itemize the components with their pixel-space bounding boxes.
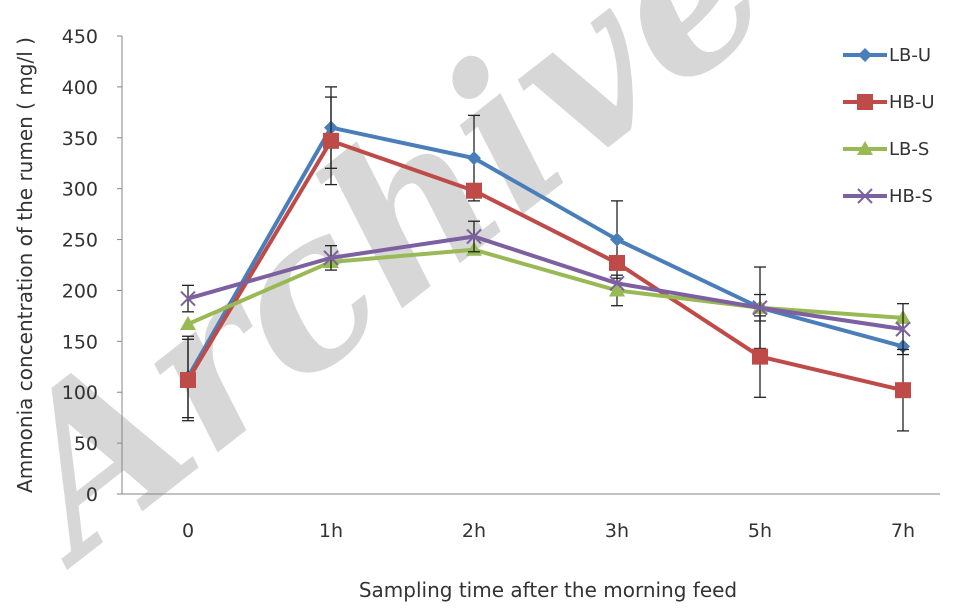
legend-item-lb-s: LB-S xyxy=(843,139,929,160)
legend: LB-U HB-U LB-S HB-S xyxy=(843,45,935,207)
data-point xyxy=(895,382,911,398)
y-tick-label: 100 xyxy=(62,382,98,404)
legend-marker xyxy=(858,48,872,62)
x-tick-label: 3h xyxy=(605,520,629,542)
y-tick-label: 250 xyxy=(62,230,98,252)
y-tick-label: 0 xyxy=(86,484,98,506)
data-point xyxy=(752,349,768,365)
data-point xyxy=(323,133,339,149)
x-tick-label: 0 xyxy=(182,520,194,542)
y-tick-label: 50 xyxy=(74,433,98,455)
data-point xyxy=(466,183,482,199)
legend-item-hb-u: HB-U xyxy=(843,92,935,113)
y-tick-label: 400 xyxy=(62,77,98,99)
x-tick-label: 2h xyxy=(462,520,486,542)
y-axis-title: Ammonia concentration of the rumen ( mg/… xyxy=(13,37,37,493)
data-point xyxy=(609,255,625,271)
legend-item-lb-u: LB-U xyxy=(843,45,931,66)
legend-marker xyxy=(857,94,873,110)
legend-label: HB-U xyxy=(889,92,935,113)
legend-label: LB-U xyxy=(889,45,931,66)
legend-label: LB-S xyxy=(889,139,929,160)
y-tick-label: 300 xyxy=(62,179,98,201)
legend-item-hb-s: HB-S xyxy=(843,186,933,207)
x-tick-label: 1h xyxy=(319,520,343,542)
y-tick-label: 350 xyxy=(62,128,98,150)
x-tick-label: 5h xyxy=(748,520,772,542)
legend-label: HB-S xyxy=(889,186,933,207)
x-tick-label: 7h xyxy=(891,520,915,542)
x-axis-title: Sampling time after the morning feed xyxy=(359,578,737,602)
y-tick-label: 450 xyxy=(62,26,98,48)
y-tick-label: 200 xyxy=(62,280,98,302)
y-tick-label: 150 xyxy=(62,331,98,353)
data-point xyxy=(180,372,196,388)
